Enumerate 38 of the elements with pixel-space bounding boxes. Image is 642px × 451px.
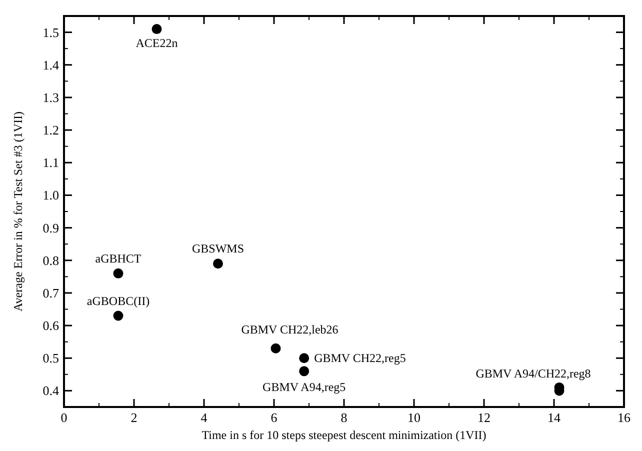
point <box>299 366 310 376</box>
y-tick-label: 1.4 <box>42 57 60 72</box>
y-tick-label: 0.6 <box>42 318 60 334</box>
point <box>299 353 310 364</box>
y-axis-title: Average Error in % for Test Set #3 (1VII) <box>11 112 25 312</box>
annotation: GBMV CH22,leb26 <box>241 322 338 336</box>
y-tick-label: 0.7 <box>42 285 60 300</box>
annotation: GBSWMS <box>192 242 244 256</box>
x-tick-label: 12 <box>478 410 490 425</box>
y-tick-label: 0.8 <box>42 252 59 268</box>
x-axis-title: Time in s for 10 steps steepest descent minimization (1VII) <box>202 428 486 442</box>
x-tick-label: 16 <box>618 410 631 425</box>
y-tick-label: 1.2 <box>42 122 59 138</box>
y-tick-label: 1.5 <box>42 24 59 40</box>
annotation: aGBHCT <box>95 251 142 266</box>
annotation: ACE22n <box>136 36 178 50</box>
point <box>113 310 124 321</box>
y-tick-label: 0.5 <box>42 350 59 366</box>
annotation: GBMV A94,reg5 <box>262 380 346 394</box>
x-tick-label: 2 <box>130 410 138 425</box>
point <box>113 268 124 278</box>
annotation: aGBOBC(II) <box>86 294 150 308</box>
point <box>152 24 162 34</box>
annotation: GBMV A94/CH22,reg8 <box>476 366 591 380</box>
y-tick-label: 0.4 <box>42 383 60 398</box>
x-tick-label: 14 <box>548 410 561 425</box>
x-tick-label: 6 <box>270 410 278 425</box>
point <box>213 258 223 269</box>
y-tick-label: 1.1 <box>42 155 59 170</box>
annotation: GBMV CH22,reg5 <box>314 351 406 366</box>
y-tick-label: 0.9 <box>42 220 59 236</box>
x-tick-label: 10 <box>408 410 420 425</box>
x-tick-label: 4 <box>200 410 208 425</box>
y-tick-label: 1.3 <box>42 90 59 105</box>
x-tick-label: 8 <box>340 410 348 425</box>
point <box>270 343 281 354</box>
x-tick-label: 0 <box>60 410 68 425</box>
y-tick-label: 1.0 <box>42 188 59 203</box>
